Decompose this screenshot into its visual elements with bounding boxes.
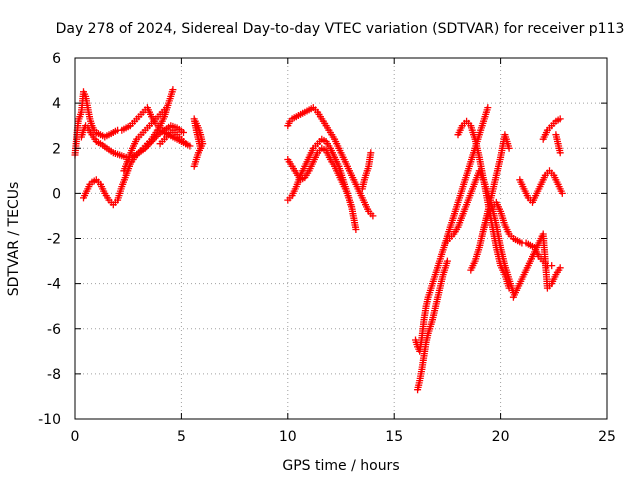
series-arc-1 — [71, 88, 190, 159]
series-arc-18 — [516, 167, 566, 206]
series-arc-9 — [284, 135, 356, 211]
y-axis-label: SDTVAR / TECUs — [6, 182, 22, 297]
data-point — [186, 142, 194, 150]
series-arc-7 — [284, 104, 377, 220]
y-tick-label: -2 — [47, 232, 61, 248]
y-tick-label: -8 — [47, 367, 61, 383]
y-tick-label: 4 — [52, 96, 61, 112]
data-point — [352, 226, 360, 233]
x-tick-labels: 0 5 10 15 20 25 — [71, 429, 616, 445]
data-point — [369, 212, 377, 220]
x-tick-label: 15 — [385, 429, 403, 445]
series-arc-12 — [412, 104, 492, 355]
data-point — [556, 149, 564, 157]
y-tick-labels: -10 -8 -6 -4 -2 0 2 4 6 — [38, 51, 61, 428]
series-arc-11 — [414, 257, 451, 394]
data-point — [144, 141, 152, 149]
data-point — [505, 284, 513, 292]
x-tick-label: 25 — [598, 429, 616, 445]
data-point — [180, 129, 187, 136]
data-point — [163, 104, 170, 112]
data-point — [169, 86, 177, 94]
x-tick-label: 20 — [492, 429, 510, 445]
y-tick-label: 0 — [52, 186, 61, 202]
x-tick-label: 0 — [71, 429, 80, 445]
series-arc-17 — [509, 230, 564, 301]
y-tick-label: -6 — [47, 322, 61, 338]
series-arc-19 — [539, 115, 564, 143]
series-arc-16 — [480, 198, 556, 270]
data-point — [548, 262, 556, 270]
data-point — [443, 257, 451, 265]
series-arc-6 — [190, 115, 207, 170]
series-arc-5 — [156, 126, 194, 150]
series-arc-20 — [552, 131, 564, 157]
axis-ticks — [74, 57, 608, 420]
chart-title: Day 278 of 2024, Sidereal Day-to-day VTE… — [56, 21, 625, 37]
grid-lines — [75, 58, 607, 419]
data-point — [367, 149, 375, 157]
data-point — [484, 104, 492, 112]
y-tick-label: 6 — [52, 51, 61, 67]
data-point — [197, 144, 205, 152]
data-point — [505, 144, 513, 152]
data-point — [556, 115, 564, 123]
x-tick-label: 10 — [279, 429, 297, 445]
x-axis-label: GPS time / hours — [282, 458, 399, 474]
x-tick-label: 5 — [177, 429, 186, 445]
y-tick-label: -10 — [38, 412, 61, 428]
data-point — [348, 203, 356, 211]
series-arc-3 — [80, 86, 177, 209]
y-tick-label: -4 — [47, 277, 61, 293]
series-arc-4 — [120, 104, 170, 175]
data-point — [556, 264, 564, 272]
data-point — [558, 189, 566, 197]
y-tick-label: 2 — [52, 141, 61, 157]
series-arc-10 — [358, 149, 375, 193]
data-points — [71, 86, 566, 394]
